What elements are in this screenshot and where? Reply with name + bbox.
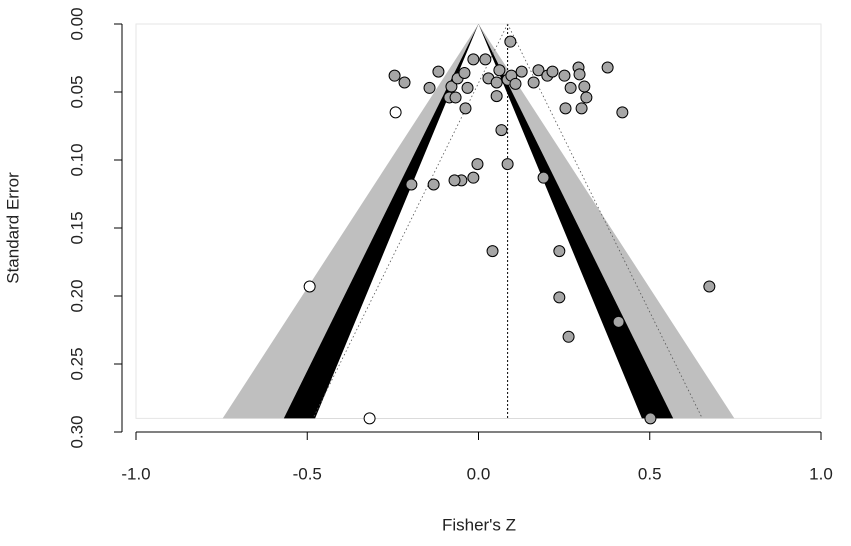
study-point xyxy=(580,91,593,104)
x-tick-label: -0.5 xyxy=(293,464,322,483)
study-point xyxy=(559,102,572,115)
y-tick-label: 0.00 xyxy=(67,7,86,40)
y-tick-label: 0.20 xyxy=(67,279,86,312)
study-point xyxy=(558,69,571,82)
study-point xyxy=(562,330,575,343)
contour-region xyxy=(315,24,642,419)
study-point xyxy=(575,102,588,115)
study-point xyxy=(388,69,401,82)
study-point xyxy=(601,61,614,74)
x-axis-title: Fisher's Z xyxy=(442,515,516,534)
y-tick-label: 0.15 xyxy=(67,211,86,244)
study-point xyxy=(303,280,316,293)
study-point xyxy=(432,65,445,78)
study-point xyxy=(616,106,629,119)
ci-line xyxy=(312,23,508,419)
study-point xyxy=(532,64,545,77)
x-tick-label: -1.0 xyxy=(121,464,150,483)
x-tick-label: 0.5 xyxy=(638,464,662,483)
study-point xyxy=(612,315,625,328)
study-point xyxy=(509,77,522,90)
y-tick-label: 0.05 xyxy=(67,75,86,108)
study-point xyxy=(449,91,462,104)
study-point xyxy=(493,64,506,77)
study-point xyxy=(501,158,514,171)
study-point xyxy=(546,65,559,78)
study-point xyxy=(504,35,517,48)
study-point xyxy=(363,412,376,425)
study-point xyxy=(405,178,418,191)
study-point xyxy=(461,81,474,94)
study-point xyxy=(564,81,577,94)
y-tick-label: 0.30 xyxy=(67,415,86,448)
study-point xyxy=(490,76,503,89)
y-axis-title: Standard Error xyxy=(3,172,22,284)
study-point xyxy=(527,76,540,89)
ci-line xyxy=(507,23,703,419)
study-point xyxy=(427,178,440,191)
study-point xyxy=(644,412,657,425)
study-point xyxy=(578,80,591,93)
study-point xyxy=(553,245,566,258)
study-point xyxy=(486,245,499,258)
study-point xyxy=(703,280,716,293)
study-point xyxy=(459,102,472,115)
study-point xyxy=(515,65,528,78)
y-tick-label: 0.10 xyxy=(67,143,86,176)
y-tick-label: 0.25 xyxy=(67,347,86,380)
study-point xyxy=(398,76,411,89)
study-point xyxy=(553,291,566,304)
study-point xyxy=(467,53,480,66)
study-point xyxy=(495,124,508,137)
x-tick-label: 0.0 xyxy=(467,464,491,483)
x-tick-label: 1.0 xyxy=(809,464,833,483)
study-point xyxy=(423,81,436,94)
study-point xyxy=(448,174,461,187)
study-point xyxy=(458,66,471,79)
study-point xyxy=(479,53,492,66)
study-point xyxy=(471,158,484,171)
study-point xyxy=(389,106,402,119)
study-point xyxy=(537,171,550,184)
study-point xyxy=(573,68,586,81)
study-point xyxy=(467,171,480,184)
study-point xyxy=(490,90,503,103)
